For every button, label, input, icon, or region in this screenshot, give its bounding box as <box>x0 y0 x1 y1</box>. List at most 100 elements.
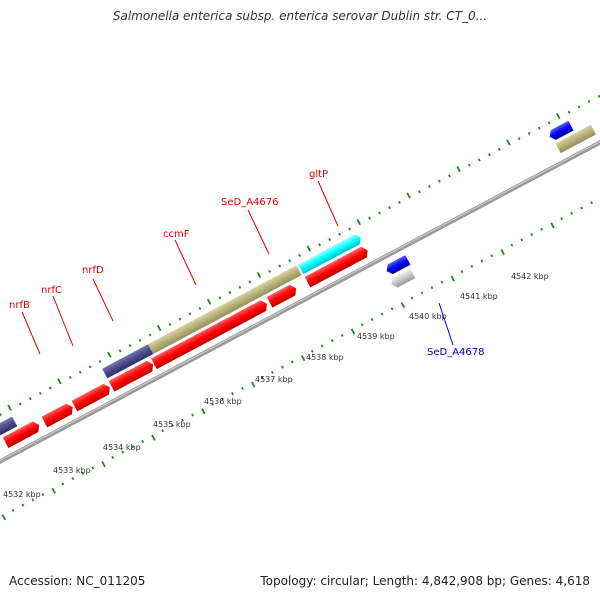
tick-mark <box>320 344 324 348</box>
tick-mark <box>356 218 361 226</box>
tick-mark <box>290 360 294 364</box>
tick-mark <box>310 349 314 353</box>
tick-mark <box>410 296 414 300</box>
leader-line-ccmF <box>174 239 197 286</box>
tick-mark <box>0 413 2 417</box>
tick-mark <box>268 269 272 273</box>
gene-label-nrfB[interactable]: nrfB <box>9 300 30 311</box>
tick-mark <box>370 317 374 321</box>
tick-mark <box>98 360 102 364</box>
kbp-labels: 4532 kbp 4533 kbp 4534 kbp 4535 kbp 4536… <box>3 272 549 499</box>
gene-label-nrfC[interactable]: nrfC <box>41 285 62 296</box>
tick-mark <box>57 378 62 385</box>
tick-mark <box>191 413 194 417</box>
tick-mark <box>420 291 424 295</box>
tick-mark <box>71 477 75 481</box>
cds-arrow-gltP[interactable] <box>304 245 371 288</box>
cds-arrow-nrfB-left[interactable] <box>2 420 42 448</box>
tick-mark <box>510 243 514 247</box>
feature-bar-purple[interactable] <box>102 344 154 379</box>
tick-mark <box>517 137 521 141</box>
feature-arrow-gray-SeD-A4678[interactable] <box>389 268 416 289</box>
kbp-label: 4539 kbp <box>357 332 395 341</box>
cds-arrow-nrfB[interactable] <box>41 402 76 428</box>
tick-mark <box>38 391 42 395</box>
backbone-highlight <box>0 103 600 499</box>
tick-mark <box>348 227 351 231</box>
tick-mark <box>141 439 145 443</box>
tick-mark <box>168 322 172 326</box>
outer-tick-row <box>0 94 600 417</box>
feature-bar-purple-left[interactable] <box>0 416 18 442</box>
tick-mark <box>400 301 406 309</box>
gene-label-SeD-A4678[interactable]: SeD_A4678 <box>427 347 485 358</box>
leader-line-gltP <box>317 180 339 227</box>
cds-arrow-nrfC[interactable] <box>71 382 113 412</box>
feature-bar-khaki-far[interactable] <box>555 124 596 154</box>
feature-arrow-cyan-gltP[interactable] <box>298 233 363 275</box>
tick-mark <box>11 508 15 512</box>
tick-mark <box>248 280 252 284</box>
tick-mark <box>350 328 356 335</box>
tick-mark <box>490 254 494 258</box>
leader-line-nrfD <box>92 278 114 322</box>
gene-label-nrfD[interactable]: nrfD <box>82 265 104 276</box>
kbp-label: 4534 kbp <box>103 443 141 452</box>
tick-mark <box>500 248 505 256</box>
tick-mark <box>460 270 464 274</box>
feature-bar-khaki[interactable] <box>148 265 302 354</box>
tick-mark <box>527 131 531 135</box>
tick-mark <box>148 333 152 337</box>
feature-arrow-blue-SeD-A4678[interactable] <box>384 255 411 276</box>
tick-mark <box>206 298 212 305</box>
tick-mark <box>238 285 242 289</box>
cds-arrow-nrfD[interactable] <box>108 359 156 392</box>
tick-mark <box>298 253 302 257</box>
tick-mark <box>590 201 594 205</box>
tick-mark <box>390 307 394 311</box>
tick-mark <box>151 434 156 441</box>
cds-arrow-SeD-A4676[interactable] <box>266 283 299 308</box>
tick-mark <box>440 280 444 284</box>
tick-mark <box>91 466 95 470</box>
genome-backbone <box>0 102 600 502</box>
tick-mark <box>278 264 282 268</box>
gene-label-ccmF[interactable]: ccmF <box>163 229 190 240</box>
tick-mark <box>138 338 142 342</box>
kbp-label: 4535 kbp <box>153 420 191 429</box>
feature-arrow-blue-far[interactable] <box>547 120 574 142</box>
tick-mark <box>368 216 371 220</box>
tick-mark <box>547 121 551 125</box>
tick-mark <box>81 471 85 475</box>
tick-mark <box>470 264 474 268</box>
leader-line-nrfC <box>52 295 74 347</box>
gene-label-SeD-A4676[interactable]: SeD_A4676 <box>221 197 279 208</box>
tick-mark <box>300 355 306 362</box>
tick-mark <box>171 424 174 428</box>
tick-mark <box>156 325 162 332</box>
tick-mark <box>318 243 322 247</box>
tick-mark <box>406 192 411 199</box>
tick-mark <box>107 351 112 358</box>
kbp-label: 4536 kbp <box>204 397 242 406</box>
tick-mark <box>577 105 581 109</box>
gene-label-gltP[interactable]: gltP <box>309 169 328 180</box>
tick-mark <box>228 291 232 295</box>
tick-mark <box>256 272 262 279</box>
tick-mark <box>328 237 332 242</box>
topology-text: Topology: circular; Length: 4,842,908 bp… <box>260 574 590 588</box>
tick-mark <box>567 110 571 114</box>
tick-mark <box>418 190 421 194</box>
cds-arrow-ccmF[interactable] <box>151 298 270 370</box>
tick-mark <box>506 139 511 146</box>
tick-mark <box>360 323 364 327</box>
kbp-label: 4541 kbp <box>460 292 498 301</box>
tick-mark <box>128 344 132 348</box>
leader-line-SeD-A4678 <box>438 302 454 346</box>
tick-mark <box>21 503 25 507</box>
tick-mark <box>51 487 56 494</box>
tick-mark <box>570 211 574 215</box>
tick-mark <box>101 461 106 468</box>
leader-line-SeD-A4676 <box>247 209 270 255</box>
